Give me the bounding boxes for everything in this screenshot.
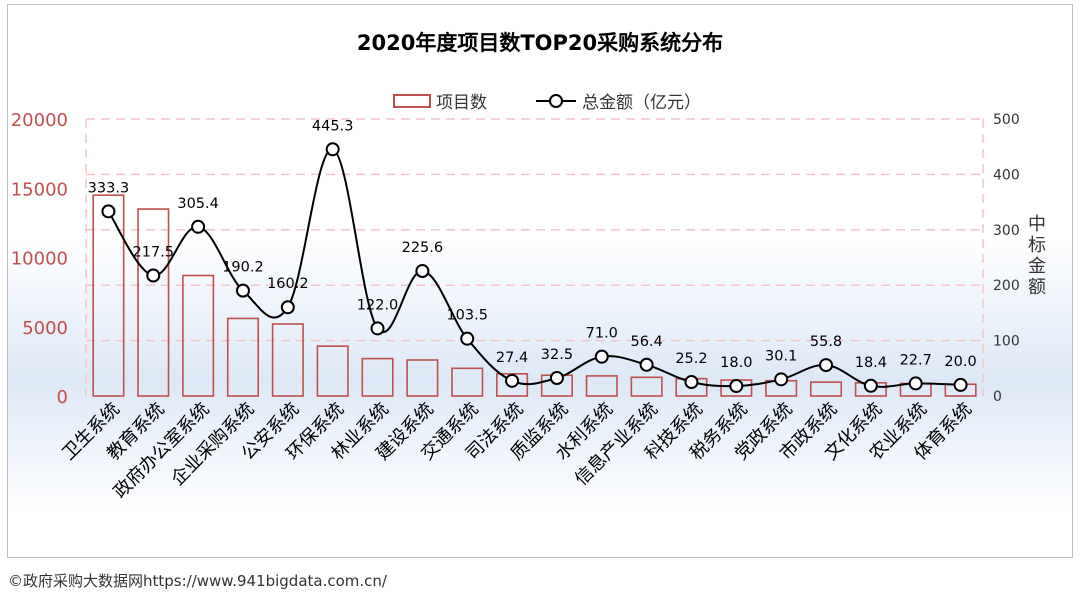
line-marker [684,375,699,390]
line-marker [729,379,744,394]
bar [585,375,618,397]
bar [809,381,843,397]
value-label: 445.3 [312,118,354,134]
bar [271,323,304,397]
right-tick-label: 200 [993,278,1020,294]
value-label: 32.5 [541,347,573,363]
source-footer: ©政府采购大数据网https://www.941bigdata.com.cn/ [8,572,387,590]
right-axis-label-char: 额 [1028,277,1046,298]
bar [92,194,125,397]
bar [182,274,215,397]
right-axis-label-char: 金 [1028,256,1046,277]
line-marker [460,331,475,346]
value-label: 333.3 [88,180,130,196]
line-marker [101,204,116,219]
chart-frame [7,4,1073,558]
line-marker [415,264,430,279]
right-axis-label-char: 中 [1028,214,1046,235]
right-tick-label: 300 [993,223,1020,239]
line-marker [819,358,834,373]
line-marker [505,373,520,388]
value-label: 103.5 [446,308,488,324]
right-tick-label: 0 [993,389,1002,405]
bar [406,359,439,397]
line-markers [101,142,968,394]
value-label: 25.2 [675,351,707,367]
right-axis-label-char: 标 [1028,235,1046,256]
value-label: 20.0 [944,354,976,370]
value-label: 225.6 [402,240,444,256]
line-marker [863,378,878,393]
line-marker [549,370,564,385]
value-label: 30.1 [765,348,797,364]
bar [226,317,260,397]
line-marker [146,268,161,283]
value-label: 22.7 [900,352,932,368]
line-marker [191,219,206,234]
legend-bar-swatch [393,94,431,108]
value-label: 190.2 [222,260,264,276]
bar [316,345,349,397]
value-label: 160.2 [267,276,309,292]
line-marker [953,377,968,392]
line-marker [639,357,654,372]
bar [137,208,170,397]
legend-line-marker [549,94,563,108]
x-axis-labels: 卫生系统教育系统政府办公室系统企业采购系统公安系统环保系统林业系统建设系统交通系… [58,399,976,503]
bar [451,367,484,397]
right-tick-label: 400 [993,167,1020,183]
value-label: 55.8 [810,334,842,350]
left-tick-label: 0 [57,387,68,408]
value-label: 56.4 [630,334,662,350]
value-label: 305.4 [177,196,219,212]
line-marker [908,376,923,391]
bar [361,357,394,397]
value-label: 71.0 [586,326,618,342]
value-label: 27.4 [496,350,528,366]
grid [85,118,984,396]
line-marker [235,283,250,298]
right-axis: 0 100 200 300 400 500 [993,112,1020,405]
left-tick-label: 20000 [11,110,68,131]
value-label: 18.4 [855,355,887,371]
right-tick-label: 100 [993,334,1020,350]
line-marker [370,321,385,336]
line-marker [280,300,295,315]
right-tick-label: 500 [993,112,1020,128]
value-label: 18.0 [720,355,752,371]
left-tick-label: 15000 [11,179,68,200]
left-tick-label: 5000 [22,318,68,339]
line-marker [594,349,609,364]
line-marker [774,372,789,387]
chart-title: 2020年度项目数TOP20采购系统分布 [357,31,723,55]
bars [92,194,977,397]
legend-line-label: 总金额（亿元） [582,93,701,113]
left-tick-label: 10000 [11,249,68,270]
line-marker [325,142,340,157]
bar [630,376,663,397]
value-label: 217.5 [133,245,175,261]
legend-bar-label: 项目数 [436,93,487,113]
left-axis: 0 5000 10000 15000 20000 [11,110,68,408]
legend: 项目数 总金额（亿元） [393,93,701,113]
value-label: 122.0 [357,297,399,313]
